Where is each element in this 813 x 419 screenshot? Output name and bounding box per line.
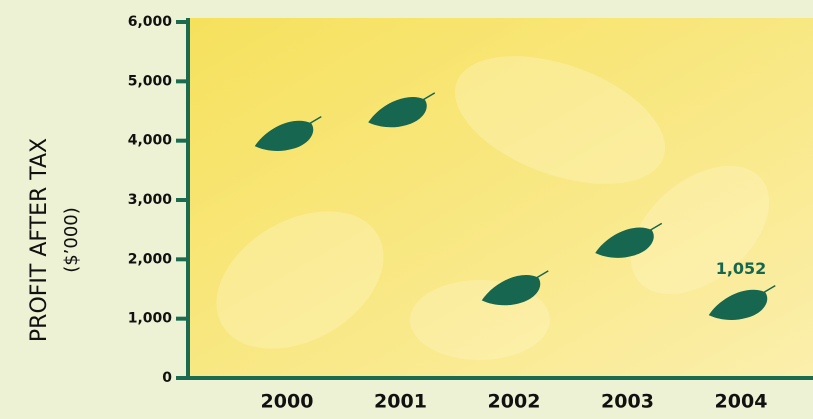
x-tick-label: 2004 xyxy=(715,391,768,413)
y-tick-label: 5,000 xyxy=(128,73,173,89)
y-tick-label: 4,000 xyxy=(128,133,173,149)
y-tick-label: 6,000 xyxy=(128,14,173,30)
value-label: 1,052 xyxy=(716,259,767,278)
y-axis-units: ($’000) xyxy=(61,207,82,273)
y-axis-title: PROFIT AFTER TAX xyxy=(27,138,52,342)
y-tick-label: 1,000 xyxy=(128,311,173,327)
y-tick-label: 0 xyxy=(162,370,172,386)
chart: PROFIT AFTER TAX ($’000) 0 1,000 2,000 3,00… xyxy=(0,0,813,419)
x-tick-label: 2002 xyxy=(488,391,541,413)
x-tick-label: 2000 xyxy=(261,391,314,413)
y-tick-label: 3,000 xyxy=(128,192,173,208)
x-tick-label: 2003 xyxy=(601,391,654,413)
y-tick-label: 2,000 xyxy=(128,251,173,267)
x-tick-label: 2001 xyxy=(374,391,427,413)
